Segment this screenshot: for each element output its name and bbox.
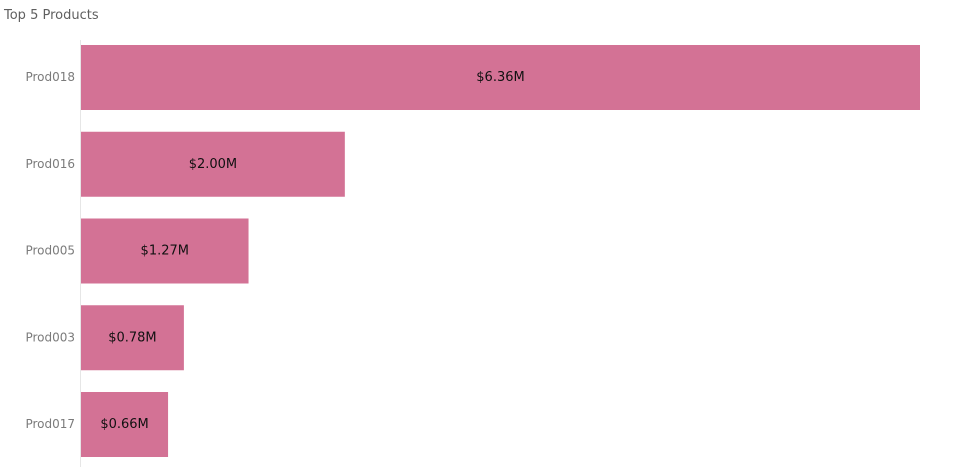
y-tick-label: Prod016 bbox=[25, 157, 75, 171]
data-label: $6.36M bbox=[476, 70, 524, 85]
bar-prod003[interactable] bbox=[81, 305, 184, 371]
chart-title: Top 5 Products bbox=[4, 8, 99, 23]
data-label: $2.00M bbox=[189, 157, 237, 172]
y-tick-label: Prod005 bbox=[25, 244, 75, 258]
data-label: $1.27M bbox=[141, 244, 189, 259]
data-label: $0.78M bbox=[108, 330, 156, 345]
y-tick-label: Prod017 bbox=[25, 417, 75, 431]
y-tick-label: Prod018 bbox=[25, 70, 75, 84]
bar-prod016[interactable] bbox=[81, 131, 345, 197]
bar-prod017[interactable] bbox=[81, 392, 169, 457]
y-tick-label: Prod003 bbox=[25, 330, 75, 344]
bar-prod018[interactable] bbox=[81, 45, 920, 110]
bars-group: Prod018 $6.36M Prod016 $2.00M Prod005 $1.27M P… bbox=[25, 45, 920, 457]
data-label: $0.66M bbox=[100, 417, 148, 432]
bar-prod005[interactable] bbox=[81, 218, 249, 284]
